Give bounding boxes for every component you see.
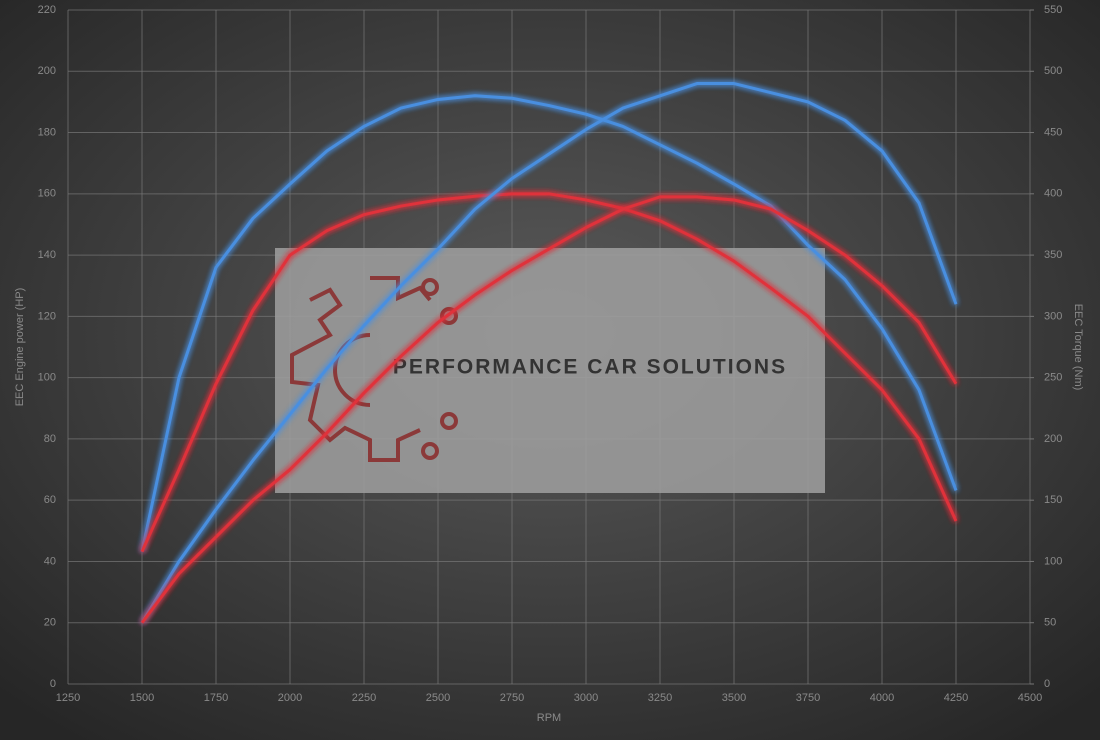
y-tick-label: 60 (44, 494, 56, 506)
x-axis-label: RPM (537, 712, 561, 724)
y2-tick-label: 300 (1044, 310, 1062, 322)
y2-tick-label: 250 (1044, 372, 1062, 384)
x-tick-label: 2000 (278, 692, 302, 704)
x-tick-label: 1500 (130, 692, 154, 704)
y-tick-label: 140 (38, 249, 56, 261)
y-tick-label: 220 (38, 4, 56, 16)
y2-tick-label: 50 (1044, 617, 1056, 629)
y-tick-label: 100 (38, 372, 56, 384)
series-line (140, 94, 958, 552)
x-tick-label: 3500 (722, 692, 746, 704)
watermark: PERFORMANCE CAR SOLUTIONS (393, 356, 787, 379)
x-tick-label: 3000 (574, 692, 598, 704)
y-tick-label: 180 (38, 126, 56, 138)
x-tick-label: 2500 (426, 692, 450, 704)
y-tick-label: 120 (38, 310, 56, 322)
series-line (140, 82, 958, 624)
y-tick-label: 0 (50, 678, 56, 690)
y-tick-label: 20 (44, 617, 56, 629)
x-tick-label: 4000 (870, 692, 894, 704)
x-tick-label: 4500 (1018, 692, 1042, 704)
y-axis-label: EEC Engine power (HP) (14, 288, 26, 407)
y-tick-label: 160 (38, 188, 56, 200)
y-tick-label: 40 (44, 555, 56, 567)
y2-tick-label: 100 (1044, 555, 1062, 567)
y2-axis-label: EEC Torque (Nm) (1072, 304, 1084, 391)
x-tick-label: 2250 (352, 692, 376, 704)
y2-tick-label: 150 (1044, 494, 1062, 506)
series-line (140, 195, 958, 624)
watermark-box (275, 248, 825, 493)
x-tick-label: 1750 (204, 692, 228, 704)
y2-tick-label: 350 (1044, 249, 1062, 261)
y2-tick-label: 450 (1044, 126, 1062, 138)
y2-tick-label: 400 (1044, 188, 1062, 200)
y2-tick-label: 500 (1044, 65, 1062, 77)
series-line (140, 192, 958, 553)
x-tick-label: 1250 (56, 692, 80, 704)
y2-tick-label: 550 (1044, 4, 1062, 16)
y-tick-label: 200 (38, 65, 56, 77)
x-tick-label: 3750 (796, 692, 820, 704)
x-tick-label: 2750 (500, 692, 524, 704)
y2-tick-label: 0 (1044, 678, 1050, 690)
x-tick-label: 3250 (648, 692, 672, 704)
y2-tick-label: 200 (1044, 433, 1062, 445)
y-tick-label: 80 (44, 433, 56, 445)
x-tick-label: 4250 (944, 692, 968, 704)
